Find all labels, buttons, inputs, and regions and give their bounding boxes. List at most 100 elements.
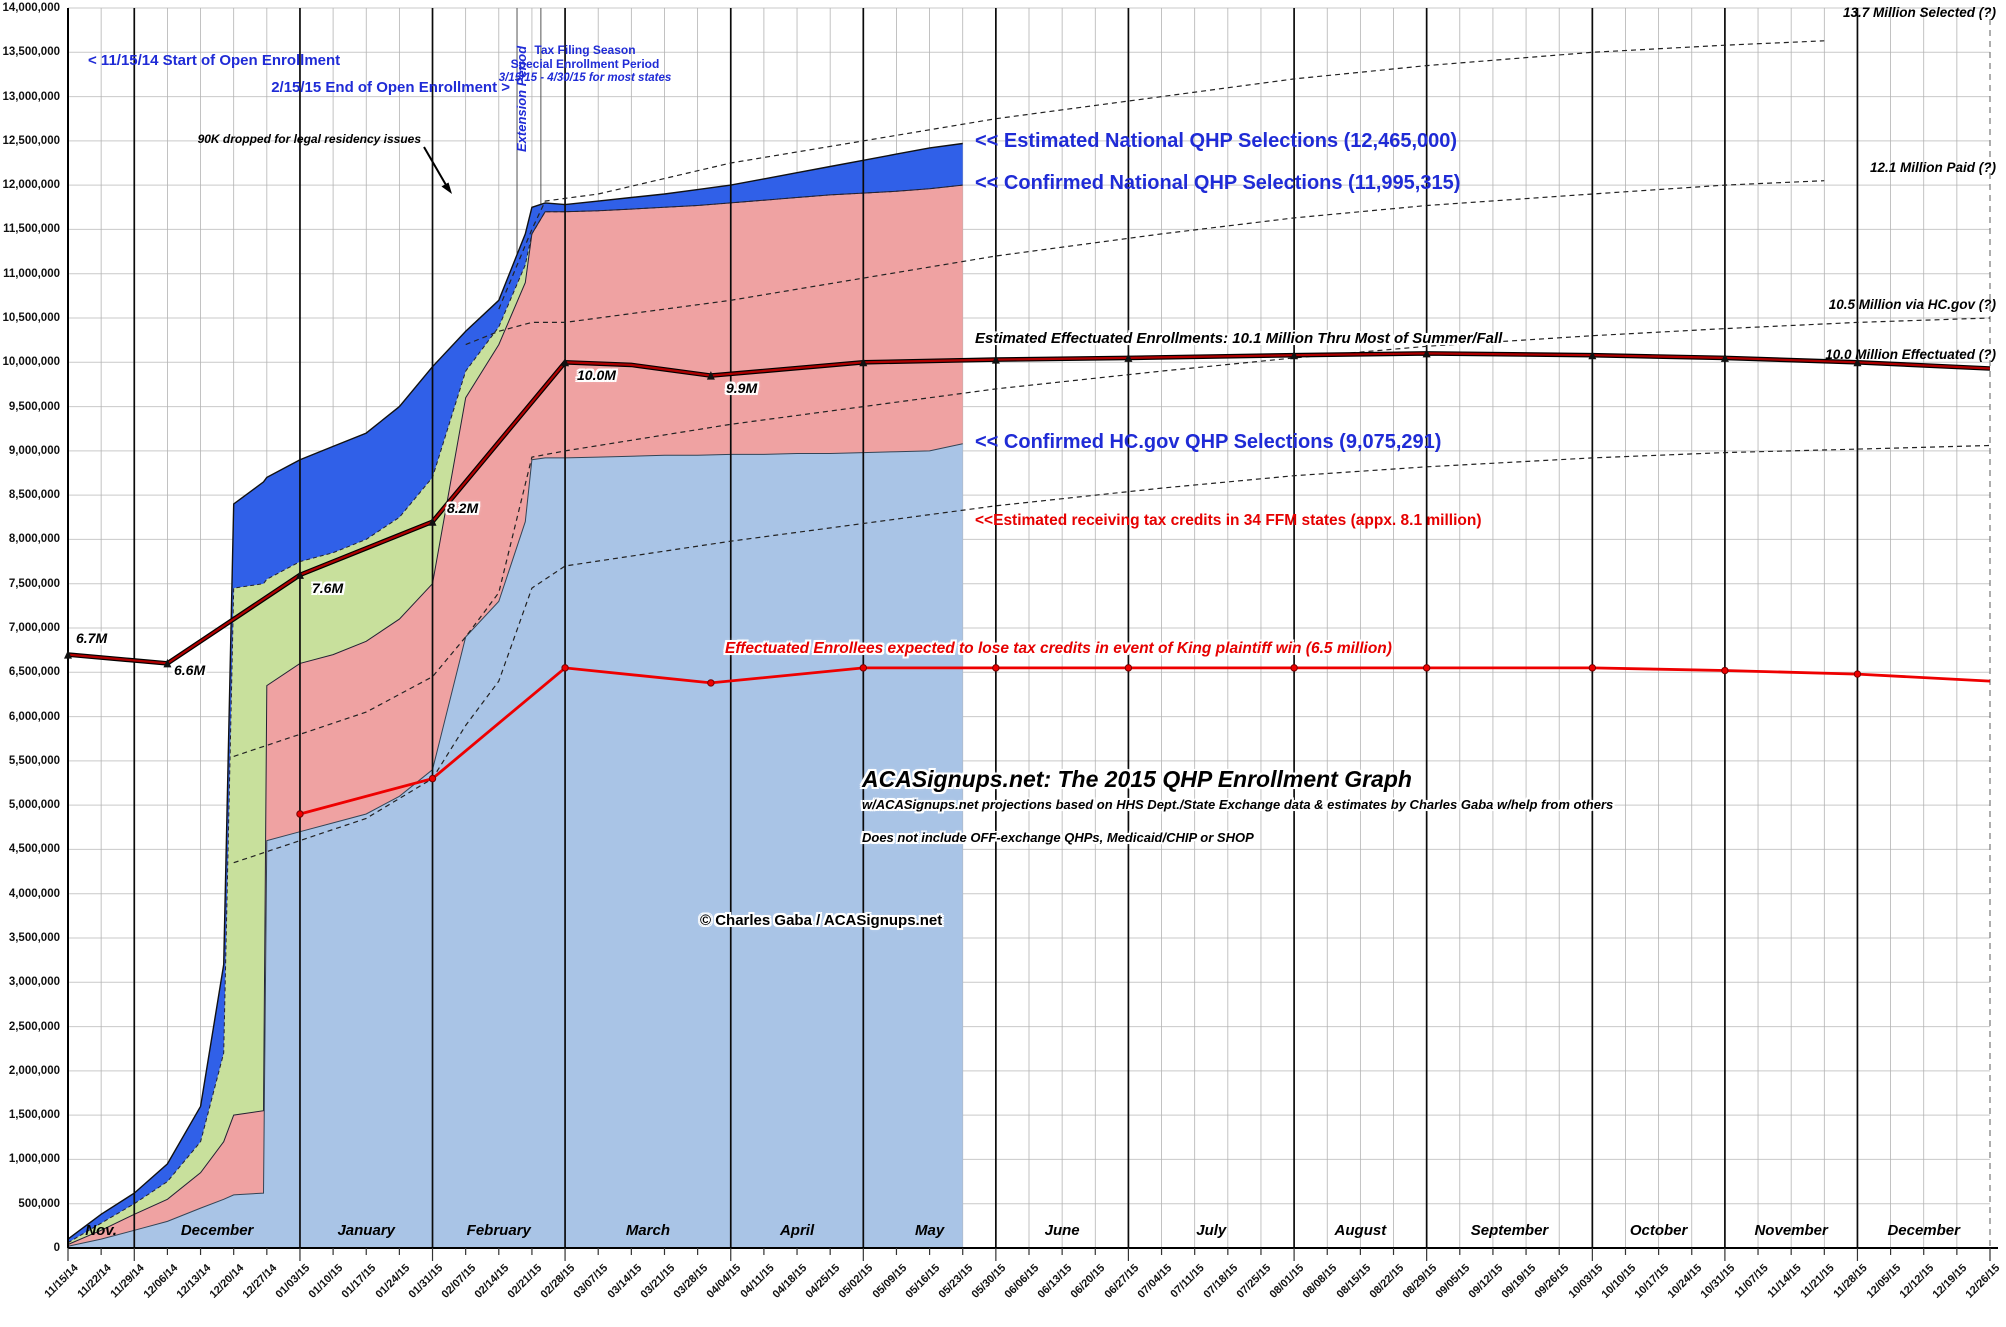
effectuated-line-marker xyxy=(991,355,1000,364)
y-axis-label: 11,500,000 xyxy=(3,223,60,236)
effectuated-line-marker xyxy=(64,650,72,659)
projection-via-hcgov xyxy=(233,317,1991,757)
y-axis-label: 8,500,000 xyxy=(8,489,60,502)
y-axis-label: 0 xyxy=(53,1242,60,1254)
month-label-april: April xyxy=(779,1222,815,1239)
effectuated-line-marker xyxy=(1422,348,1431,358)
month-label-december: December xyxy=(180,1222,254,1239)
annotation-90k-dropped: 90K dropped for legal residency issues xyxy=(197,132,421,146)
y-axis-label: 9,000,000 xyxy=(8,444,60,457)
annotation-end-open-enrollment: 2/15/15 End of Open Enrollment > xyxy=(271,79,510,96)
y-axis-label: 2,500,000 xyxy=(8,1020,60,1033)
label-confirmed-national-selections: << Confirmed National QHP Selections (11… xyxy=(975,172,1461,194)
annotation-start-open-enrollment: < 11/15/14 Start of Open Enrollment xyxy=(88,52,341,69)
king-line-marker xyxy=(1422,664,1431,672)
chart-copyright: © Charles Gaba / ACASignups.net xyxy=(700,912,943,929)
label-tax-credits-ffm: <<Estimated receiving tax credits in 34 … xyxy=(975,512,1482,529)
annotation-tax-filing-season: Tax Filing Season Special Enrollment Per… xyxy=(450,43,720,85)
month-label-may: May xyxy=(914,1222,945,1239)
y-axis-label: 13,500,000 xyxy=(2,46,60,59)
effectuated-line-marker xyxy=(428,517,437,526)
y-axis-label: 11,000,000 xyxy=(3,267,60,280)
dropped-arrow-head xyxy=(441,182,452,194)
effectuated-line-marker xyxy=(295,570,304,579)
y-axis-label: 9,500,000 xyxy=(8,400,60,413)
point-label-6-6m: 6.6M xyxy=(174,662,206,678)
label-king-plaintiff: Effectuated Enrollees expected to lose t… xyxy=(725,640,1392,657)
month-label-june: June xyxy=(1044,1222,1080,1239)
point-label-9-9m: 9.9M xyxy=(726,380,758,396)
y-axis-label: 7,500,000 xyxy=(8,577,60,590)
y-axis-label: 3,000,000 xyxy=(8,976,60,989)
annotation-tax-season-line3: 3/15/15 - 4/30/15 for most states xyxy=(498,71,672,84)
month-label-january: January xyxy=(337,1222,396,1239)
effectuated-line-marker xyxy=(706,371,715,380)
y-axis-label: 13,000,000 xyxy=(2,90,60,103)
month-label-november: November xyxy=(1754,1222,1828,1239)
month-label-august: August xyxy=(1334,1222,1387,1239)
effectuated-line-marker xyxy=(1290,350,1299,360)
king-line-marker xyxy=(1853,670,1862,678)
effectuated-line-marker xyxy=(561,357,570,367)
y-axis-label: 500,000 xyxy=(18,1197,60,1210)
y-axis-label: 6,500,000 xyxy=(8,666,60,679)
area-confirmed-hcgov xyxy=(68,443,963,1248)
king-line-marker xyxy=(1124,664,1133,672)
y-axis-label: 12,500,000 xyxy=(2,134,60,147)
effectuated-line-marker xyxy=(163,658,172,668)
label-confirmed-hcgov-selections: << Confirmed HC.gov QHP Selections (9,07… xyxy=(975,431,1442,453)
y-axis-label: 2,000,000 xyxy=(8,1064,60,1077)
effectuated-line-marker xyxy=(859,357,868,367)
y-axis-label: 12,000,000 xyxy=(2,179,60,192)
y-axis-label: 7,000,000 xyxy=(8,622,60,634)
y-axis-label: 1,000,000 xyxy=(8,1153,60,1166)
effectuated-line-marker xyxy=(1720,353,1729,362)
y-axis-label: 5,000,000 xyxy=(8,799,60,812)
chart-title: ACASignups.net: The 2015 QHP Enrollment … xyxy=(862,766,1412,792)
month-label-nov: Nov. xyxy=(85,1222,117,1239)
label-10-5-million-via-hcgov: 10.5 Million via HC.gov (?) xyxy=(1828,297,1996,312)
month-label-march: March xyxy=(625,1222,670,1239)
point-label-6-7m: 6.7M xyxy=(76,630,108,646)
king-line-marker xyxy=(1588,664,1597,672)
line-effectuated xyxy=(67,352,1991,665)
y-axis-label: 4,000,000 xyxy=(8,887,60,900)
dropped-arrow-line xyxy=(423,146,447,186)
king-line-marker xyxy=(992,664,1000,672)
edge-hcgov-top xyxy=(67,443,963,1247)
y-axis-label: 1,500,000 xyxy=(8,1109,60,1122)
effectuated-line-marker xyxy=(1588,350,1597,360)
y-axis-label: 8,000,000 xyxy=(8,533,60,546)
month-label-july: July xyxy=(1196,1222,1227,1239)
king-line-marker xyxy=(859,664,868,672)
y-axis-label: 14,000,000 xyxy=(2,2,60,14)
annotation-tax-season-line1: Tax Filing Season xyxy=(534,43,636,57)
label-estimated-effectuated: Estimated Effectuated Enrollments: 10.1 … xyxy=(975,330,1503,347)
y-axis-label: 6,000,000 xyxy=(8,710,60,723)
y-axis-label: 4,500,000 xyxy=(8,843,60,856)
month-label-december: December xyxy=(1887,1222,1960,1239)
projection-selected xyxy=(498,40,1825,310)
label-10-0-million-effectuated: 10.0 Million Effectuated (?) xyxy=(1825,347,1996,362)
area-confirmed-national xyxy=(68,185,963,1247)
effectuated-line-marker xyxy=(1853,357,1862,367)
label-13-7-million-selected: 13.7 Million Selected (?) xyxy=(1842,5,1996,20)
chart-subtitle: w/ACASignups.net projections based on HH… xyxy=(862,797,1614,812)
point-label-10-0m: 10.0M xyxy=(577,367,616,383)
edge-estimated-top xyxy=(67,142,963,1240)
y-axis-label: 10,000,000 xyxy=(2,356,60,369)
effectuated-line-marker xyxy=(1124,353,1133,362)
king-line-marker xyxy=(1290,664,1298,672)
king-line-marker xyxy=(561,664,569,672)
area-state-exchange xyxy=(68,185,963,1245)
month-label-february: February xyxy=(466,1222,531,1239)
king-line-marker xyxy=(428,774,437,783)
edge-confirmed-top xyxy=(67,184,963,1245)
y-axis-label: 10,500,000 xyxy=(2,312,60,324)
point-label-8-2m: 8.2M xyxy=(447,500,479,516)
annotation-tax-season-line2: Special Enrollment Period xyxy=(510,56,660,71)
chart-note: Does not include OFF-exchange QHPs, Medi… xyxy=(862,830,1254,845)
y-axis-label: 5,500,000 xyxy=(8,754,60,767)
